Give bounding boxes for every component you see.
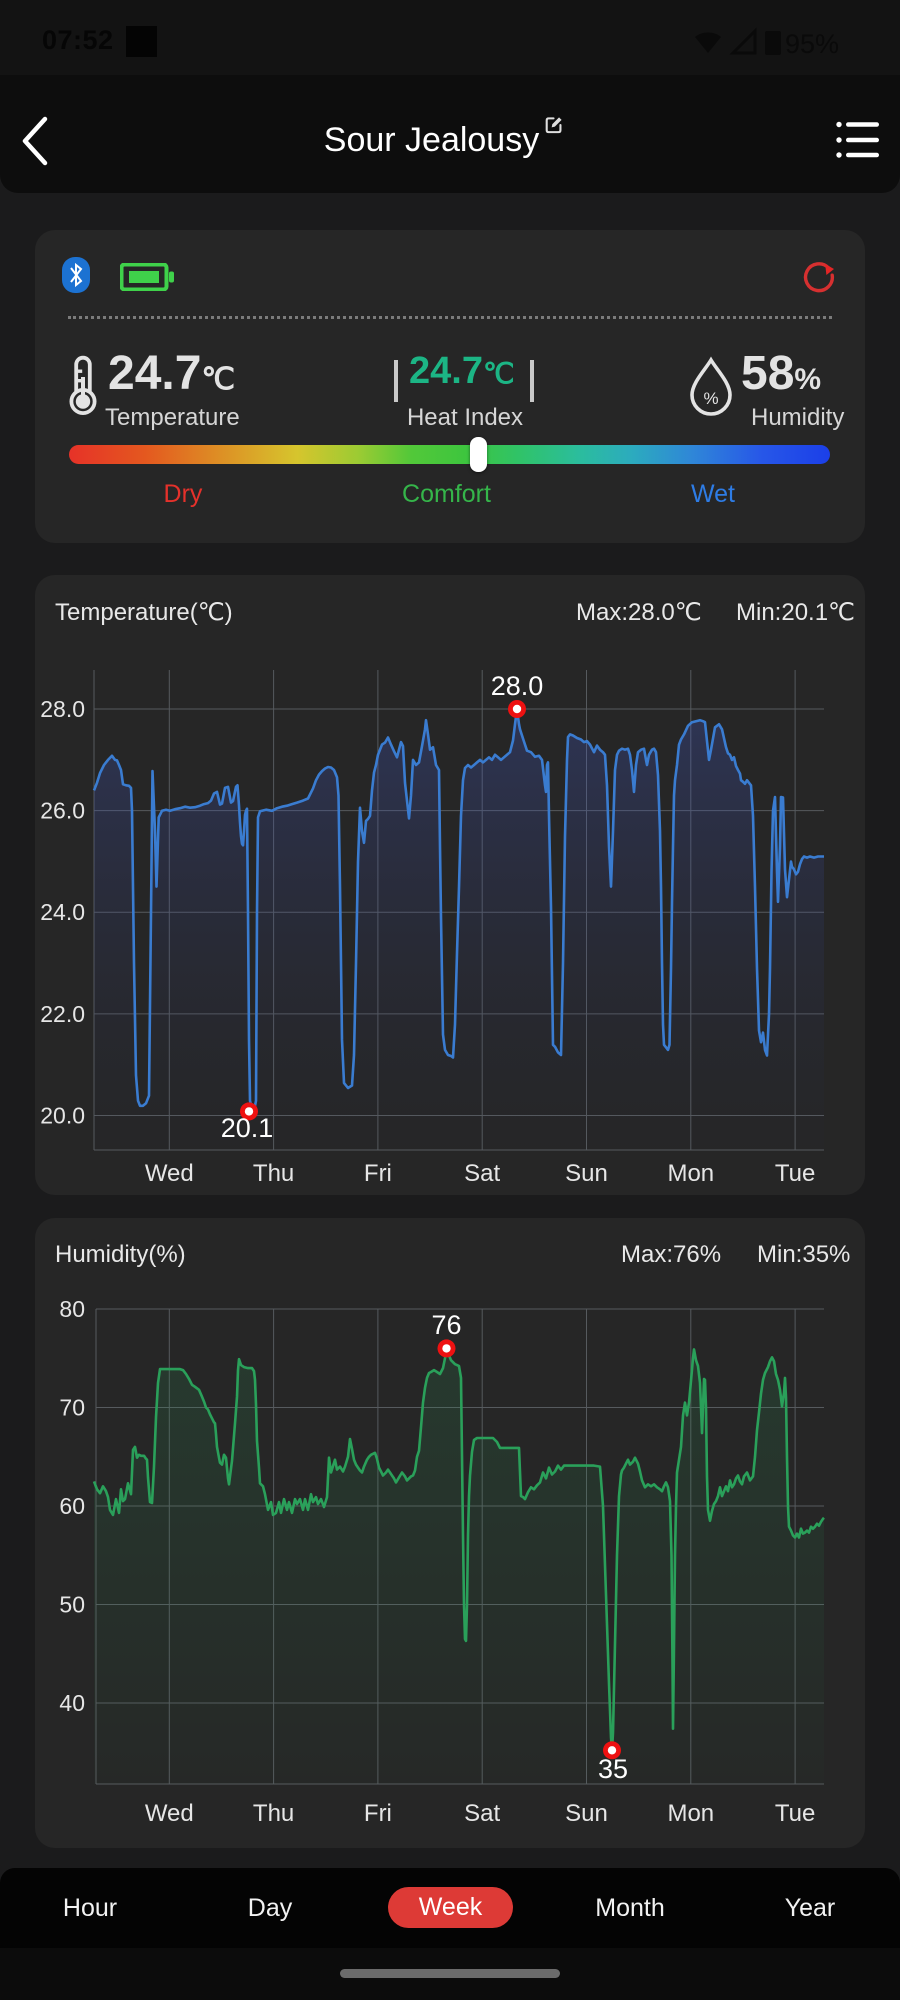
svg-text:Fri: Fri	[364, 1160, 392, 1187]
svg-text:95%: 95%	[785, 29, 839, 57]
svg-text:28.0: 28.0	[40, 696, 85, 722]
svg-text:Sat: Sat	[464, 1800, 500, 1827]
svg-text:22.0: 22.0	[40, 1001, 85, 1027]
svg-text:40: 40	[59, 1690, 85, 1716]
svg-text:Sun: Sun	[565, 1160, 608, 1187]
svg-text:Tue: Tue	[775, 1800, 815, 1827]
svg-text:26.0: 26.0	[40, 798, 85, 824]
svg-text:70: 70	[59, 1395, 85, 1421]
svg-text:Wed: Wed	[145, 1160, 194, 1187]
svg-text:Sun: Sun	[565, 1800, 608, 1827]
svg-text:20.1: 20.1	[221, 1113, 274, 1143]
svg-text:Sat: Sat	[464, 1160, 500, 1187]
svg-text:Wed: Wed	[145, 1800, 194, 1827]
svg-text:60: 60	[59, 1493, 85, 1519]
svg-text:Mon: Mon	[667, 1800, 714, 1827]
svg-text:Tue: Tue	[775, 1160, 815, 1187]
svg-text:Thu: Thu	[253, 1800, 294, 1827]
svg-text:Thu: Thu	[253, 1160, 294, 1187]
svg-text:35: 35	[598, 1754, 628, 1784]
svg-text:Fri: Fri	[364, 1800, 392, 1827]
svg-text:76: 76	[431, 1310, 461, 1340]
svg-text:50: 50	[59, 1592, 85, 1618]
svg-text:%: %	[703, 389, 718, 408]
svg-text:20.0: 20.0	[40, 1103, 85, 1129]
svg-text:28.0: 28.0	[491, 671, 544, 701]
svg-text:80: 80	[59, 1296, 85, 1322]
svg-text:Mon: Mon	[667, 1160, 714, 1187]
svg-text:24.0: 24.0	[40, 899, 85, 925]
